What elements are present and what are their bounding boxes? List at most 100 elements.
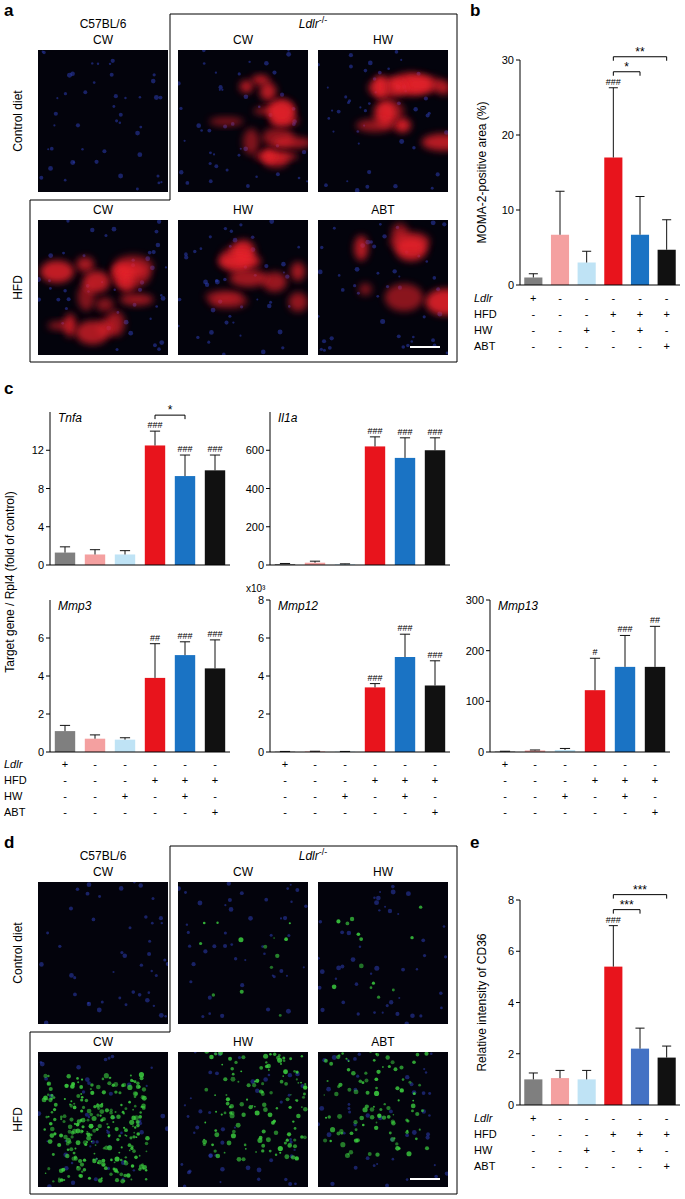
bar <box>55 731 75 752</box>
y-tick-label: 2 <box>38 708 44 720</box>
stain <box>203 922 206 925</box>
stain <box>49 1087 53 1091</box>
nucleus <box>353 284 356 287</box>
stain <box>247 1083 251 1087</box>
condition-sign: + <box>663 1160 669 1172</box>
error-bar <box>650 626 660 667</box>
stain <box>116 1114 121 1119</box>
row-label: HFD <box>11 1107 25 1132</box>
stain <box>410 936 413 939</box>
y-tick-label: 30 <box>502 54 514 66</box>
stain <box>275 954 279 958</box>
stain <box>73 1152 76 1155</box>
error-bar <box>635 1028 644 1049</box>
stain <box>107 1145 112 1150</box>
stain <box>130 1179 132 1181</box>
stain <box>67 1175 70 1178</box>
stain <box>102 1117 106 1121</box>
scale-bar <box>410 1178 440 1180</box>
stain <box>336 1055 340 1059</box>
nucleus <box>38 277 41 282</box>
stain <box>132 1135 135 1138</box>
stain <box>372 982 375 985</box>
condition-sign: + <box>622 790 628 802</box>
bar <box>205 470 225 565</box>
condition-sign: - <box>533 774 537 786</box>
stain <box>347 1088 351 1092</box>
error-bar <box>529 1073 538 1079</box>
nucleus <box>263 952 266 955</box>
nucleus <box>159 96 163 100</box>
condition-sign: - <box>558 340 562 352</box>
stain <box>356 119 394 132</box>
stain <box>59 1134 63 1138</box>
stain <box>240 990 244 994</box>
stain <box>301 1106 303 1108</box>
stain <box>237 1157 242 1162</box>
nucleus <box>288 1094 291 1097</box>
stain <box>52 1180 54 1182</box>
stain <box>141 1104 146 1109</box>
nucleus <box>76 887 80 891</box>
stain <box>268 1112 273 1117</box>
stain <box>328 1115 331 1118</box>
condition-sign: - <box>665 292 669 304</box>
stain <box>80 1162 84 1166</box>
nucleus <box>302 150 306 154</box>
stain <box>85 1099 89 1103</box>
nucleus <box>144 915 148 919</box>
stain <box>66 1074 70 1078</box>
condition-sign: - <box>213 790 217 802</box>
condition-sign: - <box>123 806 127 818</box>
stain <box>76 1094 80 1098</box>
stain <box>80 1098 83 1101</box>
stain <box>199 942 202 945</box>
stain <box>127 1085 132 1090</box>
condition-sign: - <box>153 758 157 770</box>
plot-area <box>524 926 675 1105</box>
nucleus <box>54 112 58 116</box>
nucleus <box>209 179 213 183</box>
stain <box>118 1091 121 1094</box>
condition-sign: - <box>593 806 597 818</box>
error-bar <box>400 634 410 657</box>
significance-label: ## <box>650 615 660 625</box>
stain <box>259 1066 263 1070</box>
nucleus <box>115 119 118 122</box>
y-axis <box>520 60 521 285</box>
stain <box>359 1116 364 1121</box>
stain <box>122 1111 125 1114</box>
y-tick <box>46 565 50 566</box>
stain <box>268 100 294 124</box>
stain <box>265 1061 267 1063</box>
stain <box>323 1094 325 1096</box>
nucleus <box>200 247 203 250</box>
y-tick-label: 4 <box>38 670 44 682</box>
stain <box>115 1127 119 1131</box>
stain <box>73 1106 77 1110</box>
stain <box>133 1091 138 1096</box>
x-axis <box>270 565 450 566</box>
nucleus <box>56 97 58 99</box>
stain <box>402 1078 405 1081</box>
stain <box>86 1131 88 1133</box>
stain <box>43 1128 45 1130</box>
stain <box>103 1147 105 1149</box>
stain <box>48 321 73 330</box>
nucleus <box>281 262 286 267</box>
stain <box>382 1066 384 1068</box>
nucleus <box>76 123 80 127</box>
nucleus <box>446 352 448 355</box>
stain <box>109 1077 111 1079</box>
stain <box>349 1150 353 1154</box>
condition-sign: - <box>313 790 317 802</box>
stain <box>353 1120 357 1124</box>
nucleus <box>327 117 330 120</box>
stain <box>102 1078 105 1081</box>
stain <box>51 1111 54 1114</box>
stain <box>411 1104 416 1109</box>
nucleus <box>195 1125 199 1129</box>
nucleus <box>135 131 140 136</box>
stain <box>241 1113 245 1117</box>
stain <box>126 1135 128 1137</box>
